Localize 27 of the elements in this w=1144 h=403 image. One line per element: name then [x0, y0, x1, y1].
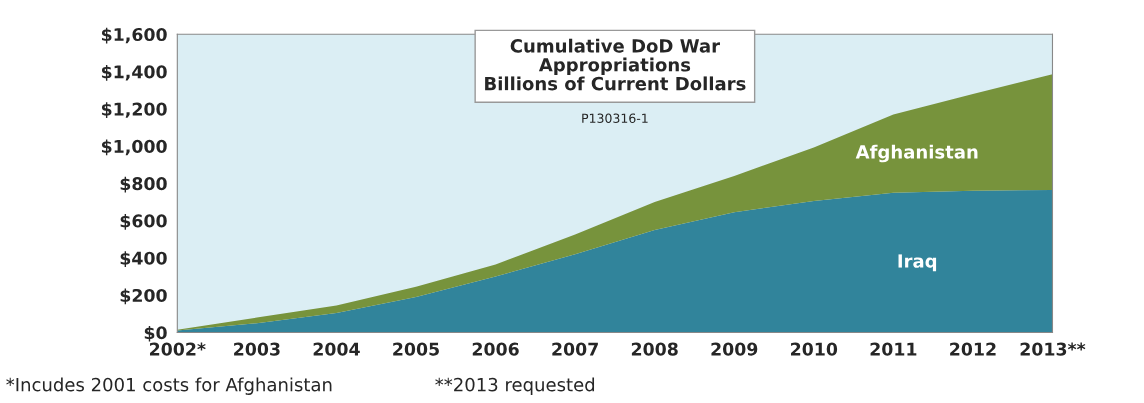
y-tick-label: $200	[120, 288, 167, 305]
series-label: Iraq	[898, 254, 937, 272]
y-tick-label: $0	[144, 325, 167, 342]
x-tick-label: 2009	[711, 342, 758, 356]
x-tick-label: 2007	[552, 342, 598, 356]
x-tick-label: 2008	[631, 342, 678, 356]
text: Cumulative DoD War Appropriations Billions of Current Dollars	[485, 38, 746, 91]
x-tick-label: 2011	[870, 342, 917, 356]
y-tick-label: $800	[120, 176, 167, 193]
x-tick-label: 2006	[472, 342, 519, 356]
series-label: Afghanistan	[855, 144, 978, 163]
y-tick-label: $1,000	[101, 139, 167, 156]
x-tick-label: 2004	[313, 342, 360, 356]
text: *Incudes 2001 costs for Afghanistan	[6, 377, 332, 395]
y-tick-label: $1,600	[101, 27, 167, 44]
x-tick-label: 2002*	[149, 342, 206, 356]
text: P130316-1	[582, 113, 648, 123]
x-tick-label: 2005	[393, 342, 439, 356]
x-tick-label: 2003	[234, 342, 280, 356]
y-tick-label: $600	[120, 214, 167, 230]
x-tick-label: 2012	[950, 342, 996, 356]
x-tick-label: 2013**	[1020, 342, 1086, 356]
x-tick-label: 2010	[791, 342, 838, 356]
y-tick-label: $1,400	[101, 64, 167, 81]
y-tick-label: $1,200	[101, 102, 167, 118]
text: **2013 requested	[435, 377, 595, 395]
y-tick-label: $400	[120, 251, 167, 268]
